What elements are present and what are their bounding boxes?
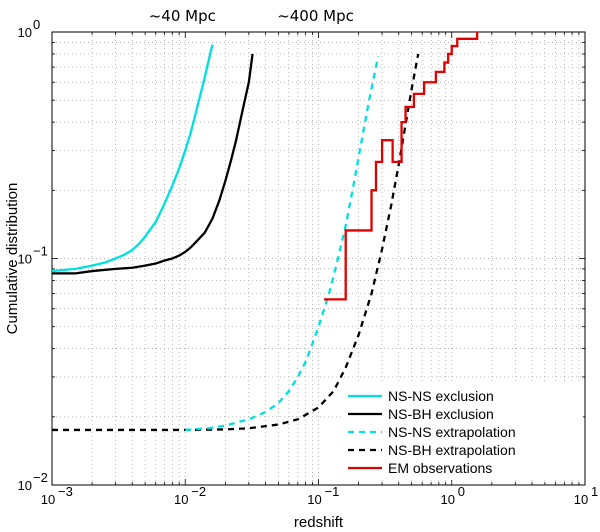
- legend-label: EM observations: [388, 460, 492, 476]
- y-tick-exponent: −1: [33, 244, 48, 259]
- x-tick-label: 10: [307, 492, 321, 507]
- distance-annotation: ~40 Mpc: [149, 7, 216, 25]
- y-tick-exponent: 0: [33, 17, 40, 32]
- y-tick-label: 10: [18, 478, 32, 493]
- distance-annotation: ~400 Mpc: [277, 7, 354, 25]
- x-tick-label: 10: [441, 492, 455, 507]
- legend-label: NS-BH extrapolation: [388, 442, 516, 458]
- y-tick-label: 10: [18, 25, 32, 40]
- series-line-ns-bh-extrapolation: [52, 53, 420, 432]
- legend-background: [344, 384, 583, 480]
- series-line-ns-bh-exclusion: [52, 53, 254, 275]
- x-tick-label: 10: [41, 492, 55, 507]
- legend-label: NS-NS exclusion: [388, 388, 494, 404]
- annotations: ~40 Mpc ~400 Mpc: [149, 7, 354, 25]
- x-tick-label: 10: [174, 492, 188, 507]
- grid: [52, 32, 585, 485]
- series-line-ns-ns-extrapolation: [185, 56, 380, 432]
- series-line-em-observations: [324, 32, 479, 301]
- legend-label: NS-BH exclusion: [388, 406, 494, 422]
- series-line-ns-ns-exclusion: [51, 44, 214, 273]
- x-axis-label: redshift: [294, 514, 344, 531]
- x-tick-exponent: 1: [591, 484, 598, 499]
- legend-label: NS-NS extrapolation: [388, 424, 516, 440]
- x-tick-exponent: −3: [58, 484, 73, 499]
- y-tick-exponent: −2: [33, 470, 48, 485]
- x-tick-exponent: −1: [325, 484, 340, 499]
- y-axis-label: Cumulative distribution: [4, 183, 21, 335]
- series-layer: [51, 32, 479, 432]
- x-tick-label: 10: [574, 492, 588, 507]
- legend: NS-NS exclusion NS-BH exclusion NS-NS extr…: [344, 384, 583, 480]
- y-tick-label: 10: [18, 252, 32, 267]
- x-tick-exponent: 0: [458, 484, 465, 499]
- x-tick-exponent: −2: [191, 484, 206, 499]
